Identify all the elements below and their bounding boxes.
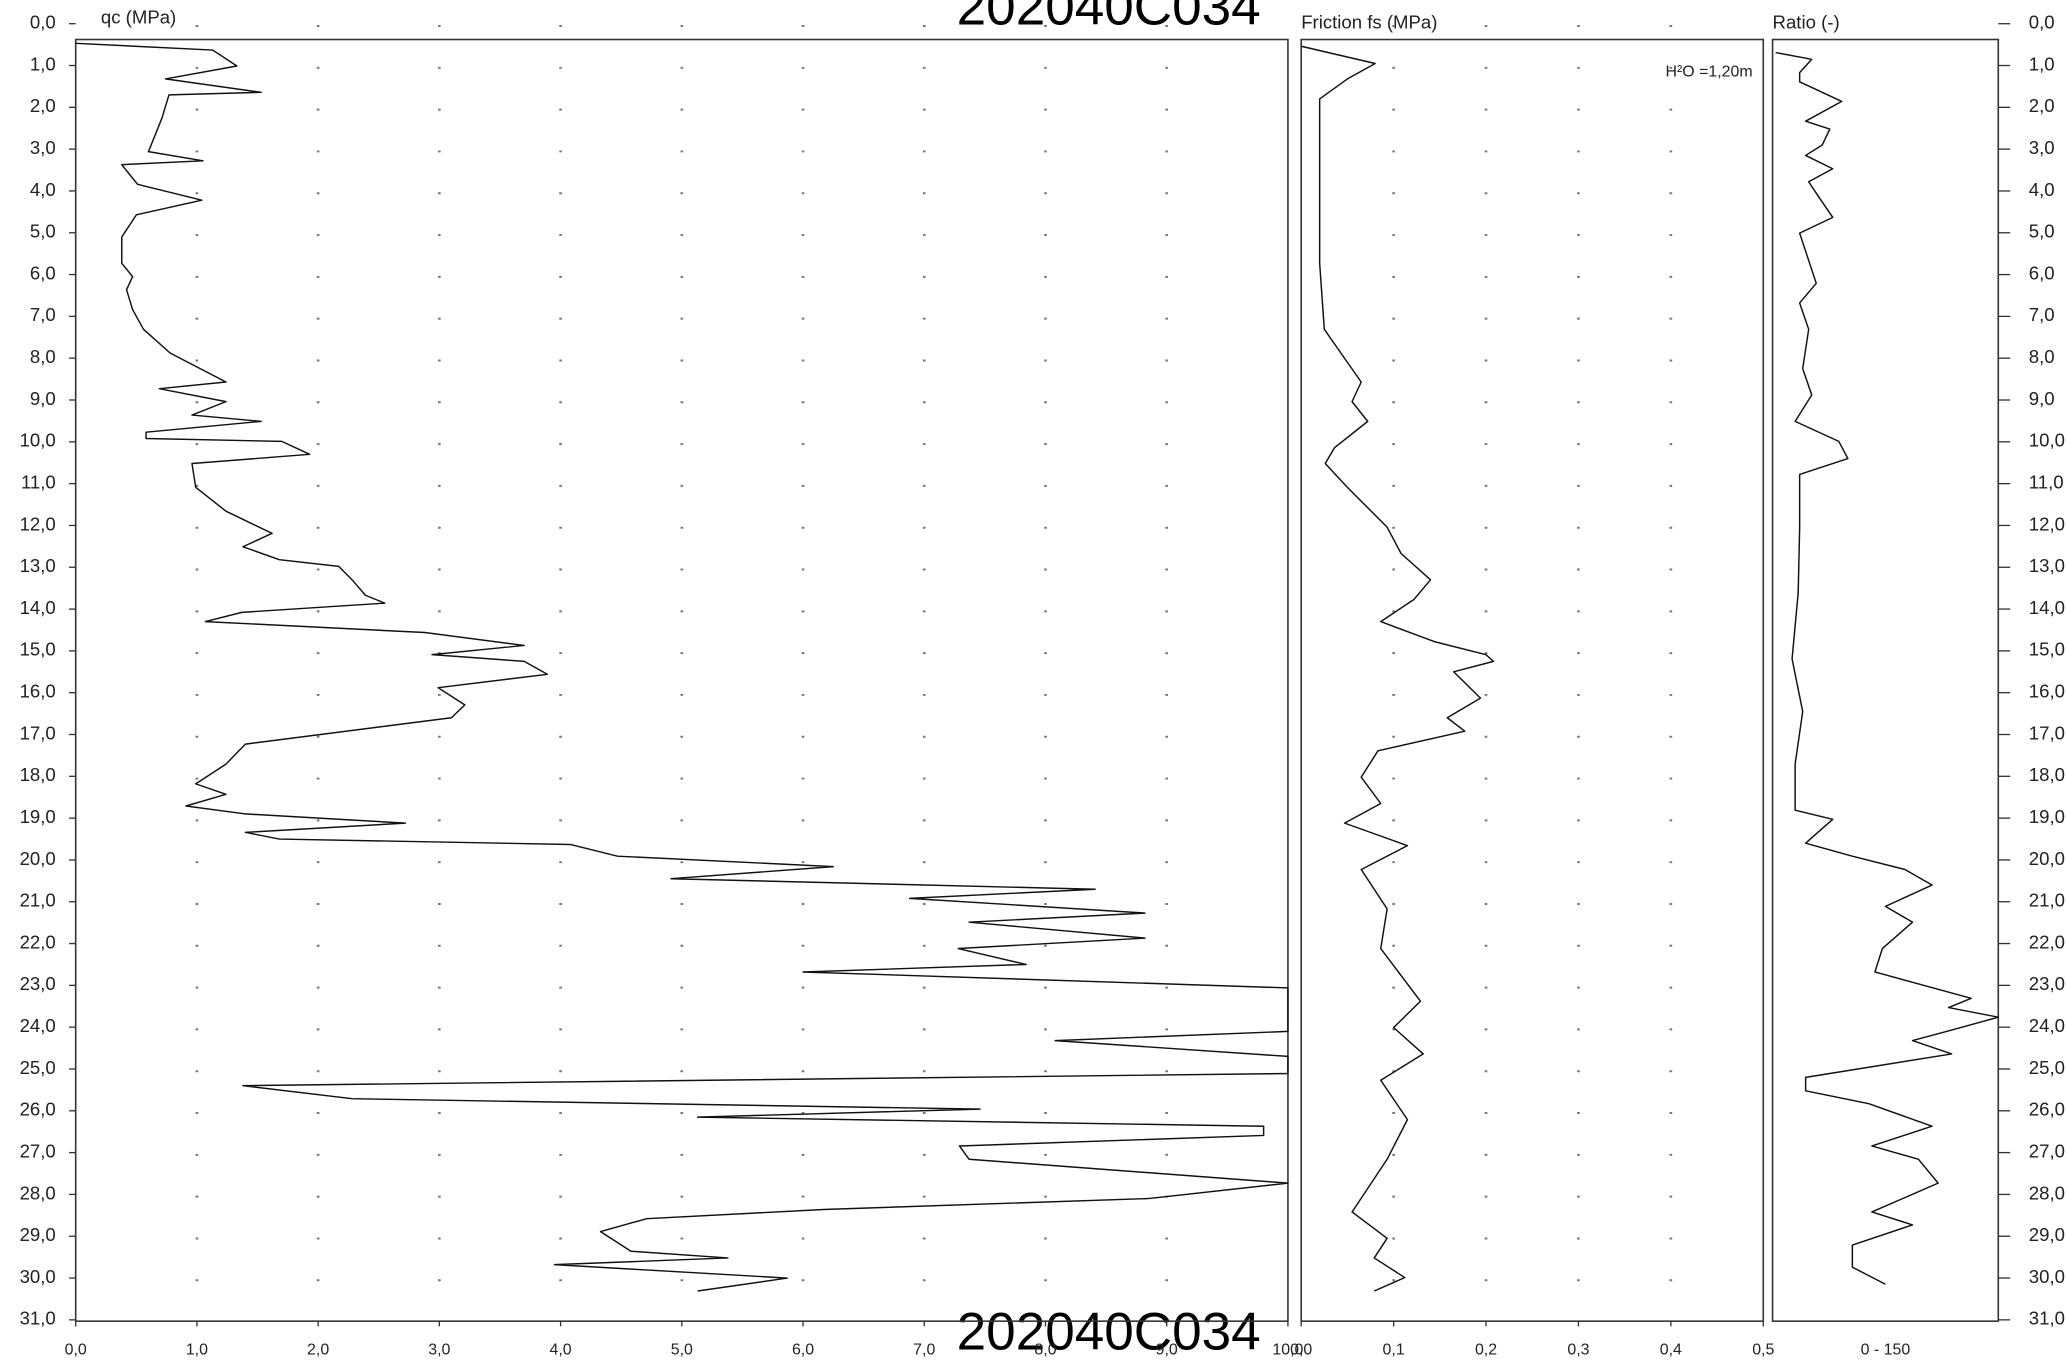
depth-tick-label: 22,0 bbox=[20, 931, 56, 952]
depth-tick-label-right: 25,0 bbox=[2029, 1057, 2065, 1078]
depth-tick-label: 30,0 bbox=[20, 1266, 56, 1287]
profile-line bbox=[75, 42, 1289, 1292]
depth-tick-label-right: 21,0 bbox=[2029, 890, 2065, 911]
range-label: 0 - 150 bbox=[1861, 1341, 1911, 1358]
x-tick-label: 0,5 bbox=[1752, 1341, 1774, 1358]
depth-tick-label: 27,0 bbox=[20, 1141, 56, 1162]
depth-tick-label-right: 14,0 bbox=[2029, 597, 2065, 618]
depth-tick-label: 12,0 bbox=[20, 513, 56, 534]
depth-tick-label: 1,0 bbox=[30, 53, 56, 74]
annotation: H²O =1,20m bbox=[1665, 64, 1752, 81]
depth-tick-label-right: 30,0 bbox=[2029, 1266, 2065, 1287]
depth-tick-label-right: 19,0 bbox=[2029, 806, 2065, 827]
depth-tick-label-right: 7,0 bbox=[2029, 304, 2055, 325]
depth-tick-label: 14,0 bbox=[20, 597, 56, 618]
depth-tick-label: 6,0 bbox=[30, 263, 56, 284]
x-tick-label: 0,0 bbox=[1290, 1341, 1312, 1358]
depth-tick-label: 25,0 bbox=[20, 1057, 56, 1078]
depth-tick-label-right: 0,0 bbox=[2029, 12, 2055, 33]
x-tick-label: 0,4 bbox=[1660, 1341, 1682, 1358]
depth-tick-label-right: 15,0 bbox=[2029, 639, 2065, 660]
depth-tick-label: 7,0 bbox=[30, 304, 56, 325]
depth-tick-label: 15,0 bbox=[20, 639, 56, 660]
x-axis-label: Friction fs (MPa) bbox=[1301, 12, 1437, 33]
depth-tick-label-right: 9,0 bbox=[2029, 388, 2055, 409]
depth-tick-label: 10,0 bbox=[20, 430, 56, 451]
depth-tick-label: 21,0 bbox=[20, 890, 56, 911]
profile-line bbox=[1301, 45, 1495, 1292]
profile-line bbox=[1775, 51, 2000, 1285]
x-tick-label: 7,0 bbox=[913, 1341, 935, 1358]
depth-tick-label-right: 8,0 bbox=[2029, 346, 2055, 367]
depth-tick-label-right: 31,0 bbox=[2029, 1308, 2065, 1329]
depth-tick-label: 19,0 bbox=[20, 806, 56, 827]
depth-tick-label-right: 20,0 bbox=[2029, 848, 2065, 869]
panel-frame bbox=[1771, 38, 2000, 1322]
depth-tick-label-right: 24,0 bbox=[2029, 1015, 2065, 1036]
x-tick-label: 3,0 bbox=[428, 1341, 450, 1358]
x-tick-label: 10,0 bbox=[1272, 1341, 1303, 1358]
x-tick-label: 5,0 bbox=[671, 1341, 693, 1358]
depth-tick-label-right: 3,0 bbox=[2029, 137, 2055, 158]
depth-tick-label: 24,0 bbox=[20, 1015, 56, 1036]
depth-tick-label-right: 12,0 bbox=[2029, 513, 2065, 534]
depth-tick-label: 13,0 bbox=[20, 555, 56, 576]
depth-tick-label-right: 13,0 bbox=[2029, 555, 2065, 576]
depth-tick-label-right: 22,0 bbox=[2029, 931, 2065, 952]
depth-tick-label: 9,0 bbox=[30, 388, 56, 409]
depth-tick-label: 16,0 bbox=[20, 681, 56, 702]
depth-tick-label-right: 2,0 bbox=[2029, 95, 2055, 116]
depth-tick-label: 20,0 bbox=[20, 848, 56, 869]
panel-frame bbox=[1300, 38, 1765, 1322]
depth-tick-label-right: 29,0 bbox=[2029, 1224, 2065, 1245]
depth-tick-label: 4,0 bbox=[30, 179, 56, 200]
x-tick-label: 1,0 bbox=[186, 1341, 208, 1358]
depth-tick-label-right: 1,0 bbox=[2029, 53, 2055, 74]
depth-tick-label: 31,0 bbox=[20, 1308, 56, 1329]
depth-tick-label: 2,0 bbox=[30, 95, 56, 116]
depth-tick-label-right: 23,0 bbox=[2029, 973, 2065, 994]
depth-tick-label: 3,0 bbox=[30, 137, 56, 158]
depth-tick-label-right: 17,0 bbox=[2029, 722, 2065, 743]
depth-tick-label-right: 26,0 bbox=[2029, 1099, 2065, 1120]
x-tick-label: 2,0 bbox=[307, 1341, 329, 1358]
depth-tick-label: 29,0 bbox=[20, 1224, 56, 1245]
depth-tick-label-right: 18,0 bbox=[2029, 764, 2065, 785]
chart-title: 202040C034 bbox=[957, 0, 1261, 36]
chart-title-bottom: 202040C034 bbox=[957, 1303, 1261, 1362]
x-axis-label: Ratio (-) bbox=[1773, 12, 1840, 33]
x-tick-label: 0,2 bbox=[1475, 1341, 1497, 1358]
depth-tick-label: 8,0 bbox=[30, 346, 56, 367]
depth-tick-label-right: 5,0 bbox=[2029, 221, 2055, 242]
x-tick-label: 0,3 bbox=[1567, 1341, 1589, 1358]
depth-tick-label-right: 27,0 bbox=[2029, 1141, 2065, 1162]
depth-tick-label-right: 16,0 bbox=[2029, 681, 2065, 702]
depth-tick-label-right: 28,0 bbox=[2029, 1182, 2065, 1203]
depth-tick-label-right: 4,0 bbox=[2029, 179, 2055, 200]
x-tick-label: 9,0 bbox=[1156, 1341, 1178, 1358]
depth-tick-label-right: 11,0 bbox=[2029, 472, 2064, 493]
depth-tick-label: 0,0 bbox=[30, 12, 56, 33]
x-tick-label: 6,0 bbox=[792, 1341, 814, 1358]
x-tick-label: 4,0 bbox=[550, 1341, 572, 1358]
panel-frame bbox=[74, 38, 1289, 1322]
x-tick-label: 0,0 bbox=[65, 1341, 87, 1358]
depth-tick-label-right: 6,0 bbox=[2029, 263, 2055, 284]
x-tick-label: 8,0 bbox=[1034, 1341, 1056, 1358]
depth-tick-label: 23,0 bbox=[20, 973, 56, 994]
depth-tick-label-right: 10,0 bbox=[2029, 430, 2065, 451]
depth-tick-label: 11,0 bbox=[21, 472, 56, 493]
x-tick-label: 0,1 bbox=[1383, 1341, 1405, 1358]
depth-tick-label: 26,0 bbox=[20, 1099, 56, 1120]
depth-tick-label: 28,0 bbox=[20, 1182, 56, 1203]
x-axis-label: qc (MPa) bbox=[101, 6, 176, 27]
depth-tick-label: 5,0 bbox=[30, 221, 56, 242]
depth-tick-label: 18,0 bbox=[20, 764, 56, 785]
depth-tick-label: 17,0 bbox=[20, 722, 56, 743]
